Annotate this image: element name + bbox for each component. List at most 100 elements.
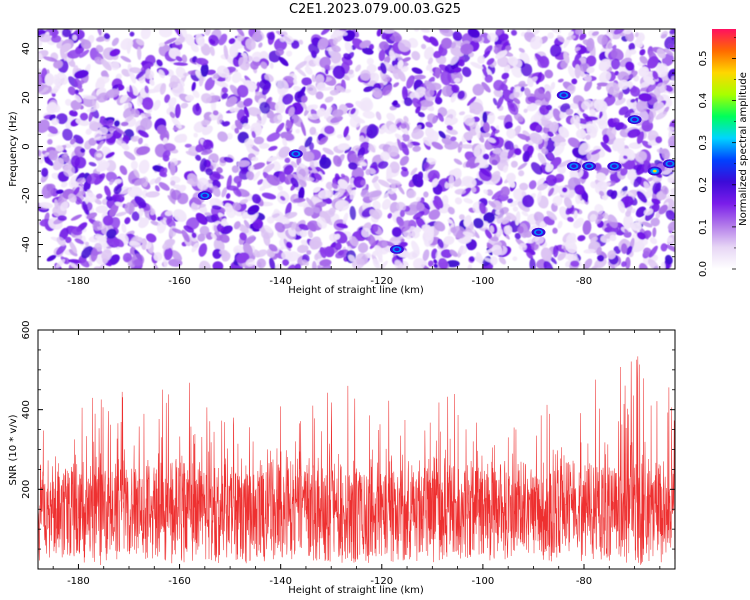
heatmap-cell xyxy=(423,46,435,60)
heatmap-cell xyxy=(223,156,234,163)
heatmap-cell xyxy=(217,131,228,142)
heatmap-cell xyxy=(145,191,160,198)
heatmap-cell xyxy=(317,37,329,50)
heatmap-cell xyxy=(41,183,54,199)
heatmap-cell xyxy=(298,179,307,188)
heatmap-cell xyxy=(432,200,440,210)
heatmap-cell xyxy=(586,67,595,74)
heatmap-cell xyxy=(314,253,319,261)
heatmap-cell xyxy=(316,108,326,118)
heatmap-cell xyxy=(566,35,576,41)
heatmap-cell xyxy=(199,225,210,236)
heatmap-cell xyxy=(213,238,225,253)
heatmap-cell xyxy=(553,144,565,157)
heatmap-cell xyxy=(76,177,86,184)
heatmap-cell xyxy=(140,63,151,72)
heatmap-cell xyxy=(555,173,565,183)
heatmap-cell xyxy=(212,185,221,197)
colorbar-tick-label: 0.1 xyxy=(698,219,709,235)
heatmap-cell xyxy=(301,77,312,86)
heatmap-cell xyxy=(192,104,202,116)
heatmap-cell xyxy=(173,62,188,66)
heatmap-cell xyxy=(216,65,230,78)
heatmap-cell xyxy=(173,209,187,222)
heatmap-cell xyxy=(585,134,591,140)
heatmap-cell xyxy=(226,132,233,140)
heatmap-cell xyxy=(225,193,231,199)
heatmap-cell xyxy=(475,124,480,134)
heatmap-cell xyxy=(610,48,624,61)
heatmap-cell xyxy=(639,80,652,88)
heatmap-cell xyxy=(616,190,624,198)
heatmap-cell xyxy=(193,132,199,138)
heatmap-cell xyxy=(85,209,90,216)
heatmap-cell xyxy=(545,174,557,187)
heatmap-cell xyxy=(290,177,299,188)
heatmap-cell xyxy=(447,219,454,224)
heatmap-cell xyxy=(473,217,484,229)
heatmap-cell xyxy=(246,171,255,181)
heatmap-cell xyxy=(421,43,427,50)
heatmap-cell xyxy=(607,250,617,260)
heatmap-cell xyxy=(74,94,82,103)
heatmap-cell xyxy=(394,133,404,141)
heatmap-cell xyxy=(285,119,292,129)
heatmap-cell xyxy=(389,161,400,174)
heatmap-cell xyxy=(282,259,290,266)
heatmap-cell xyxy=(84,241,90,246)
heatmap-cell xyxy=(228,38,236,45)
heatmap-cell xyxy=(95,193,103,199)
heatmap-cell xyxy=(251,156,259,162)
heatmap-cell xyxy=(486,68,493,77)
spectrogram-x-title: Height of straight line (km) xyxy=(288,285,424,296)
heatmap-cell xyxy=(144,112,152,118)
heatmap-cell xyxy=(450,41,457,49)
heatmap-cell xyxy=(286,251,300,262)
heatmap-cell xyxy=(304,66,313,75)
heatmap-cell xyxy=(366,64,377,74)
heatmap-cell xyxy=(380,62,387,74)
heatmap-cell xyxy=(223,44,229,60)
heatmap-cell xyxy=(583,258,593,269)
heatmap-cell xyxy=(183,72,189,77)
heatmap-cell xyxy=(135,68,148,80)
heatmap-cell xyxy=(667,126,675,132)
heatmap-cell xyxy=(187,173,199,187)
heatmap-cell xyxy=(543,261,554,269)
heatmap-cell xyxy=(652,70,659,80)
heatmap-cell xyxy=(515,211,521,226)
heatmap-cell xyxy=(454,197,463,205)
snr-x-title: Height of straight line (km) xyxy=(288,585,424,596)
heatmap-cell xyxy=(349,236,359,247)
heatmap-cell xyxy=(85,128,93,135)
snr-x-tick-label: -100 xyxy=(472,576,495,587)
heatmap-cell xyxy=(105,88,120,99)
heatmap-cell xyxy=(545,163,554,173)
heatmap-cell xyxy=(526,103,538,112)
heatmap-cell xyxy=(129,84,134,100)
heatmap-cell xyxy=(39,218,52,227)
heatmap-cell xyxy=(234,119,243,130)
heatmap-cell xyxy=(470,61,484,70)
colorbar-title: Normalized spectral amplitude xyxy=(738,72,749,226)
heatmap-cell xyxy=(46,102,58,114)
heatmap-cell xyxy=(146,233,157,243)
heatmap-cell xyxy=(72,34,78,41)
heatmap-cell xyxy=(641,221,653,228)
heatmap-cell xyxy=(377,160,389,169)
heatmap-cell xyxy=(140,29,151,40)
heatmap-cell xyxy=(55,144,64,152)
heatmap-cell xyxy=(457,90,465,100)
heatmap-cell xyxy=(458,245,468,255)
heatmap-cell xyxy=(467,29,480,39)
heatmap-cell xyxy=(300,121,306,137)
heatmap-cell xyxy=(282,137,288,147)
heatmap-cell xyxy=(403,115,409,123)
heatmap-cell xyxy=(52,157,64,171)
heatmap-cell xyxy=(487,137,496,144)
heatmap-cell xyxy=(212,110,219,116)
heatmap-cell xyxy=(450,92,457,103)
heatmap-cell xyxy=(457,55,465,61)
heatmap-cell xyxy=(607,214,618,229)
heatmap-cell xyxy=(200,43,211,56)
